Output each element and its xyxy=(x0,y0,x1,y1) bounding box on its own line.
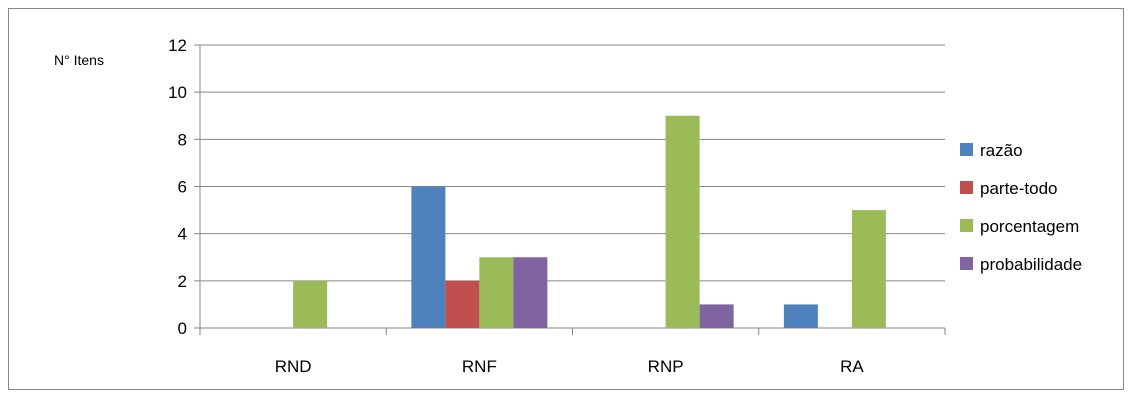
tick-labels: 0 2 4 6 8 10 12 RND RNF RNP RA xyxy=(168,36,864,376)
bar-rnf-porcentagem xyxy=(479,257,514,328)
bar-rnf-parte-todo xyxy=(445,280,480,328)
y-tick-label: 12 xyxy=(168,36,187,55)
x-tick-label: RNP xyxy=(648,357,684,376)
legend-label: porcentagem xyxy=(980,217,1079,236)
x-tick-label: RA xyxy=(840,357,864,376)
y-tick-label: 4 xyxy=(178,225,187,244)
bar-rnp-porcentagem xyxy=(665,115,700,328)
y-tick-label: 2 xyxy=(178,272,187,291)
bars xyxy=(293,115,886,328)
bar-rnd-porcentagem xyxy=(293,280,328,328)
grid-lines xyxy=(200,44,945,282)
bar-ra-porcentagem xyxy=(851,210,886,328)
bar-rnf-razão xyxy=(411,186,446,328)
legend-swatch xyxy=(960,143,973,156)
legend-swatch xyxy=(960,219,973,232)
legend-item: probabilidade xyxy=(960,255,1082,274)
legend-item: parte-todo xyxy=(960,179,1058,198)
y-tick-label: 10 xyxy=(168,83,187,102)
legend-item: razão xyxy=(960,141,1023,160)
x-tick-label: RNF xyxy=(462,357,497,376)
y-tick-label: 0 xyxy=(178,319,187,338)
chart-area xyxy=(8,8,1124,390)
legend-label: razão xyxy=(980,141,1023,160)
bar-ra-razão xyxy=(783,304,818,328)
legend-swatch xyxy=(960,257,973,270)
y-tick-label: 8 xyxy=(178,130,187,149)
legend-label: probabilidade xyxy=(980,255,1082,274)
legend-swatch xyxy=(960,181,973,194)
bar-rnf-probabilidade xyxy=(513,257,548,328)
y-axis-label: N° Itens xyxy=(54,52,104,68)
x-tick-label: RND xyxy=(275,357,312,376)
legend: razão parte-todo porcentagem probabilidade xyxy=(960,141,1082,274)
legend-item: porcentagem xyxy=(960,217,1079,236)
y-tick-label: 6 xyxy=(178,178,187,197)
bar-rnp-probabilidade xyxy=(699,304,734,328)
legend-label: parte-todo xyxy=(980,179,1058,198)
